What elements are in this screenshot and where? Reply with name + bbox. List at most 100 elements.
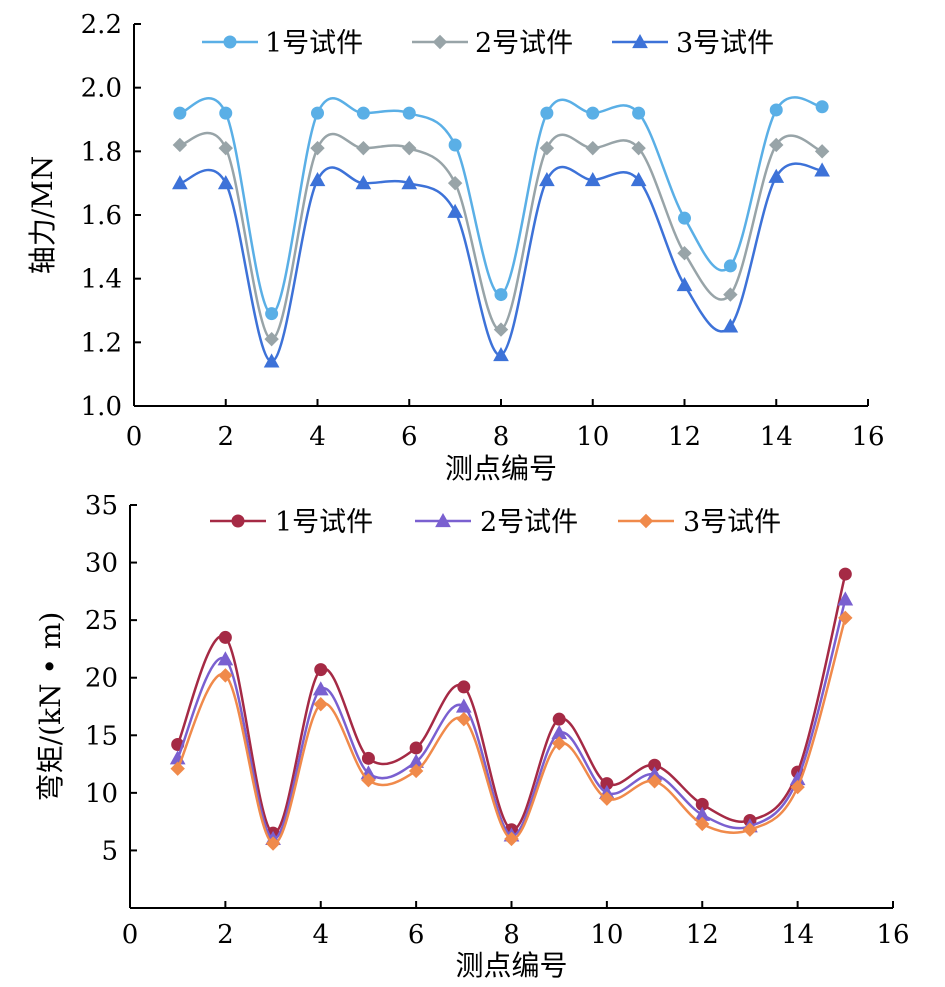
x-axis-title: 测点编号 <box>455 949 567 982</box>
x-tick-label: 14 <box>760 422 793 452</box>
x-tick-label: 0 <box>122 920 139 950</box>
data-point <box>313 696 328 712</box>
axial-force-chart: 0 2 4 6 8 10 12 14 16 1.0 1.2 1.4 1.6 1.8 2.0 2.2 测点编号 轴力… <box>26 10 885 485</box>
data-point <box>631 140 646 156</box>
legend-label: 3号试件 <box>683 507 781 538</box>
data-point <box>494 288 508 302</box>
data-point <box>173 106 187 120</box>
data-point <box>355 175 372 190</box>
data-point <box>401 175 418 190</box>
data-point <box>447 175 463 191</box>
data-point <box>217 651 234 666</box>
data-point <box>309 171 326 187</box>
data-point <box>356 140 371 156</box>
data-point <box>814 144 830 159</box>
legend-label: 2号试件 <box>475 28 573 59</box>
data-point <box>539 140 555 156</box>
data-point <box>837 591 854 606</box>
y-tick-label: 15 <box>85 721 118 751</box>
data-point <box>493 347 509 362</box>
data-point <box>814 162 830 177</box>
legend-marker <box>231 514 245 528</box>
data-point <box>457 680 471 694</box>
data-point <box>584 171 601 187</box>
data-point <box>769 103 783 117</box>
data-point <box>586 106 600 120</box>
data-point <box>551 736 567 751</box>
data-point <box>456 711 472 727</box>
x-tick-label: 2 <box>217 920 234 950</box>
legend-marker <box>638 513 654 529</box>
x-tick-label: 16 <box>851 422 884 452</box>
data-point <box>218 630 232 644</box>
y-tick-label: 5 <box>101 836 118 866</box>
data-point <box>677 245 692 261</box>
data-point <box>264 331 279 347</box>
data-point <box>678 211 691 225</box>
data-point <box>632 106 646 120</box>
data-point <box>722 318 739 333</box>
x-tick-label: 4 <box>312 920 329 950</box>
data-point <box>218 140 233 156</box>
x-tick-label: 10 <box>590 920 623 950</box>
series-line <box>179 162 823 363</box>
data-point <box>695 816 710 832</box>
y-tick-label: 2.0 <box>81 74 122 104</box>
data-point <box>312 681 329 696</box>
data-point <box>448 138 462 152</box>
data-point <box>172 175 188 190</box>
data-point <box>742 822 758 837</box>
series-line <box>179 96 823 315</box>
data-point <box>402 106 416 120</box>
legend-label: 2号试件 <box>480 507 578 538</box>
x-tick-label: 16 <box>876 920 909 950</box>
x-tick-label: 14 <box>781 920 814 950</box>
data-point <box>790 779 805 795</box>
x-tick-label: 0 <box>126 422 143 452</box>
data-point <box>540 106 554 120</box>
data-point <box>265 307 279 321</box>
data-point <box>447 203 463 218</box>
data-point <box>585 140 600 156</box>
data-point <box>838 567 852 581</box>
y-tick-label: 1.0 <box>81 392 122 422</box>
series-line <box>176 573 847 835</box>
x-tick-label: 12 <box>686 920 719 950</box>
data-point <box>676 277 693 292</box>
data-point <box>172 137 188 153</box>
series-line <box>176 617 847 845</box>
legend-marker <box>223 35 237 49</box>
data-point <box>217 175 234 190</box>
y-tick-label: 20 <box>85 664 118 694</box>
y-axis-title: 弯矩/(kN • m) <box>34 612 67 802</box>
legend-marker <box>432 34 448 50</box>
data-point <box>310 140 325 156</box>
y-tick-label: 10 <box>85 779 118 809</box>
y-tick-label: 1.2 <box>81 328 122 358</box>
data-point <box>768 168 785 183</box>
data-point <box>539 171 555 187</box>
data-point <box>815 100 829 114</box>
legend-marker <box>435 512 451 528</box>
data-point <box>408 763 424 779</box>
x-tick-label: 8 <box>503 920 520 950</box>
bending-moment-chart: 0 2 4 6 8 10 12 14 16 5 10 15 20 25 30 35 测点编号 弯矩/(kN • m… <box>34 491 910 982</box>
y-tick-label: 30 <box>85 549 118 579</box>
legend-marker <box>632 33 648 49</box>
data-point <box>599 791 615 806</box>
x-tick-label: 2 <box>217 422 234 452</box>
data-point <box>218 668 233 683</box>
legend-label: 3号试件 <box>676 28 774 59</box>
legend-label: 1号试件 <box>265 28 363 59</box>
x-tick-label: 6 <box>408 920 425 950</box>
data-point <box>493 322 509 337</box>
data-point <box>409 741 423 755</box>
x-axis-title: 测点编号 <box>445 452 557 485</box>
data-point <box>311 106 324 120</box>
data-point <box>723 259 737 273</box>
x-tick-label: 4 <box>309 422 326 452</box>
y-tick-label: 25 <box>85 606 118 636</box>
data-point <box>170 761 185 776</box>
data-point <box>769 137 784 153</box>
